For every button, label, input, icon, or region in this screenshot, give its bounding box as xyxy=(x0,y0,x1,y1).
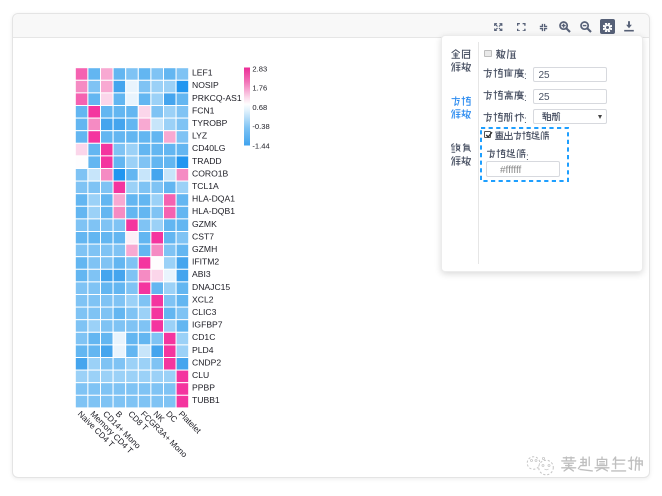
svg-text:ABI3: ABI3 xyxy=(192,269,211,279)
svg-text:-1.44: -1.44 xyxy=(252,142,269,151)
svg-text:TCL1A: TCL1A xyxy=(192,181,219,191)
svg-text:TUBB1: TUBB1 xyxy=(192,395,220,405)
svg-text:B: B xyxy=(114,409,125,420)
svg-text:Platelet: Platelet xyxy=(177,409,204,436)
svg-text:IFITM2: IFITM2 xyxy=(192,257,219,267)
svg-text:HLA-DQB1: HLA-DQB1 xyxy=(192,206,235,216)
svg-text:PLD4: PLD4 xyxy=(192,345,214,355)
svg-text:CD1C: CD1C xyxy=(192,332,215,342)
svg-text:GZMH: GZMH xyxy=(192,244,217,254)
svg-text:NOSIP: NOSIP xyxy=(192,80,219,90)
svg-text:DC: DC xyxy=(164,409,180,425)
svg-text:-0.38: -0.38 xyxy=(252,122,269,131)
svg-text:PRKCQ-AS1: PRKCQ-AS1 xyxy=(192,93,242,103)
svg-text:PPBP: PPBP xyxy=(192,383,215,393)
svg-text:CLU: CLU xyxy=(192,370,209,380)
svg-text:IGFBP7: IGFBP7 xyxy=(192,320,223,330)
svg-text:2.83: 2.83 xyxy=(252,64,267,73)
svg-text:LYZ: LYZ xyxy=(192,131,207,141)
svg-text:CD40LG: CD40LG xyxy=(192,143,226,153)
svg-text:LEF1: LEF1 xyxy=(192,68,213,78)
svg-text:DNAJC15: DNAJC15 xyxy=(192,282,230,292)
svg-text:CORO1B: CORO1B xyxy=(192,168,229,178)
svg-text:HLA-DQA1: HLA-DQA1 xyxy=(192,194,235,204)
svg-text:TYROBP: TYROBP xyxy=(192,118,228,128)
svg-text:0.68: 0.68 xyxy=(252,103,267,112)
svg-text:CST7: CST7 xyxy=(192,231,214,241)
svg-text:FCN1: FCN1 xyxy=(192,105,215,115)
svg-text:TRADD: TRADD xyxy=(192,156,222,166)
svg-text:CLIC3: CLIC3 xyxy=(192,307,217,317)
svg-text:XCL2: XCL2 xyxy=(192,294,214,304)
svg-text:CNDP2: CNDP2 xyxy=(192,357,221,367)
svg-text:1.76: 1.76 xyxy=(252,84,267,93)
svg-text:GZMK: GZMK xyxy=(192,219,217,229)
